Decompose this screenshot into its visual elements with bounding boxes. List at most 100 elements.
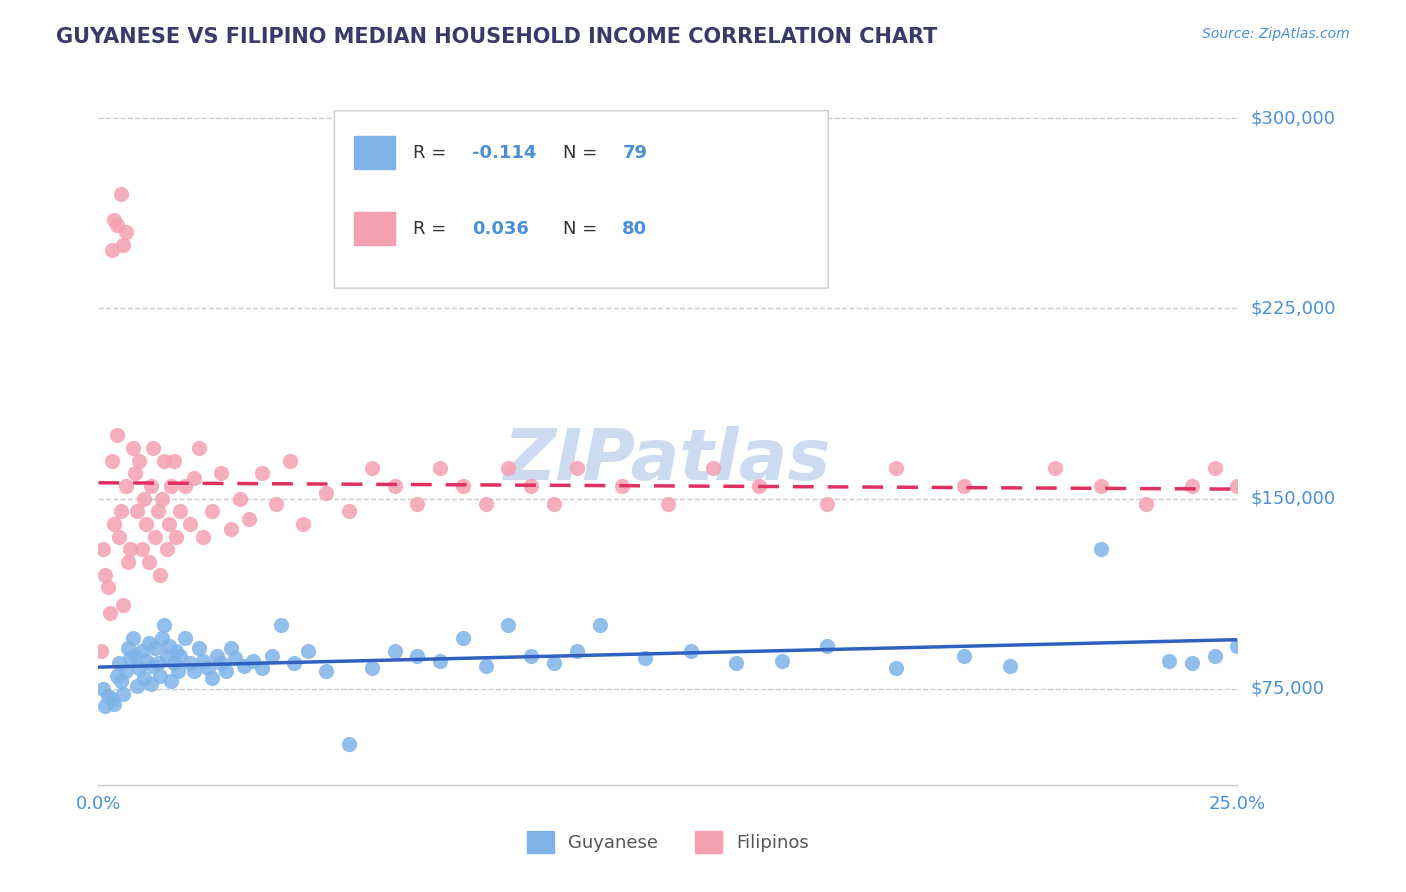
Point xyxy=(153,453,176,467)
Point xyxy=(179,516,201,531)
Point xyxy=(114,479,136,493)
Point xyxy=(96,690,118,704)
Point xyxy=(634,651,657,665)
Point xyxy=(406,497,429,511)
Point xyxy=(103,516,125,531)
Point xyxy=(815,497,838,511)
Point xyxy=(139,479,162,493)
Point xyxy=(242,654,264,668)
Point xyxy=(156,648,179,663)
Point xyxy=(101,243,124,257)
Point xyxy=(1204,648,1226,663)
Point xyxy=(169,648,191,663)
Point xyxy=(157,639,180,653)
Point xyxy=(162,453,184,467)
Point xyxy=(451,479,474,493)
Point xyxy=(543,657,565,671)
Point xyxy=(679,643,702,657)
Point xyxy=(384,479,406,493)
Point xyxy=(725,657,748,671)
Point xyxy=(105,218,128,232)
Text: $150,000: $150,000 xyxy=(1251,490,1336,508)
Point xyxy=(360,661,382,675)
Point xyxy=(197,661,219,675)
Point xyxy=(149,567,172,582)
Point xyxy=(112,687,135,701)
Point xyxy=(238,512,260,526)
Point xyxy=(165,530,187,544)
Point xyxy=(108,530,131,544)
Point xyxy=(142,441,165,455)
Point xyxy=(1043,461,1066,475)
Point xyxy=(520,648,543,663)
Point xyxy=(90,643,112,657)
Point xyxy=(1226,479,1249,493)
Point xyxy=(1135,497,1157,511)
Point xyxy=(1090,542,1112,557)
Point xyxy=(657,497,679,511)
Point xyxy=(128,453,150,467)
Point xyxy=(91,542,114,557)
Point xyxy=(278,453,301,467)
Text: 80: 80 xyxy=(623,219,647,237)
Point xyxy=(702,461,724,475)
Text: $300,000: $300,000 xyxy=(1251,110,1336,128)
Point xyxy=(201,504,224,518)
Point xyxy=(1157,654,1180,668)
Point xyxy=(98,606,121,620)
Point xyxy=(150,491,173,506)
Point xyxy=(132,491,155,506)
Point xyxy=(127,679,149,693)
Point xyxy=(252,466,274,480)
Point xyxy=(94,567,117,582)
Bar xyxy=(353,136,395,169)
Point xyxy=(283,657,305,671)
Text: -0.114: -0.114 xyxy=(472,144,536,161)
Point xyxy=(114,226,136,240)
Point xyxy=(105,669,128,683)
Point xyxy=(315,486,337,500)
Point xyxy=(145,641,167,656)
Point xyxy=(201,672,224,686)
Point xyxy=(112,238,135,252)
Point xyxy=(179,657,201,671)
Point xyxy=(114,664,136,678)
Point xyxy=(520,479,543,493)
Point xyxy=(498,461,520,475)
Point xyxy=(474,497,496,511)
Point xyxy=(110,504,132,518)
Point xyxy=(224,651,246,665)
Point xyxy=(135,654,157,668)
Point xyxy=(297,643,319,657)
Text: GUYANESE VS FILIPINO MEDIAN HOUSEHOLD INCOME CORRELATION CHART: GUYANESE VS FILIPINO MEDIAN HOUSEHOLD IN… xyxy=(56,27,938,46)
Point xyxy=(209,466,232,480)
Point xyxy=(138,636,160,650)
Point xyxy=(228,491,250,506)
Point xyxy=(884,661,907,675)
Point xyxy=(215,664,238,678)
Point xyxy=(153,618,176,632)
Point xyxy=(219,522,242,536)
Point xyxy=(612,479,634,493)
Point xyxy=(543,497,565,511)
Point xyxy=(953,648,976,663)
Point xyxy=(451,631,474,645)
Point xyxy=(219,641,242,656)
Point xyxy=(167,664,190,678)
Point xyxy=(183,471,205,485)
Point xyxy=(124,648,146,663)
Point xyxy=(174,479,197,493)
Point xyxy=(162,657,184,671)
Point xyxy=(260,648,283,663)
Text: N =: N = xyxy=(562,219,603,237)
Point xyxy=(131,542,153,557)
Point xyxy=(117,555,139,569)
Point xyxy=(101,453,124,467)
Point xyxy=(121,441,143,455)
Point xyxy=(120,651,142,665)
FancyBboxPatch shape xyxy=(335,111,828,288)
Point xyxy=(1181,657,1204,671)
Point xyxy=(264,497,287,511)
Point xyxy=(406,648,429,663)
Point xyxy=(1204,461,1226,475)
